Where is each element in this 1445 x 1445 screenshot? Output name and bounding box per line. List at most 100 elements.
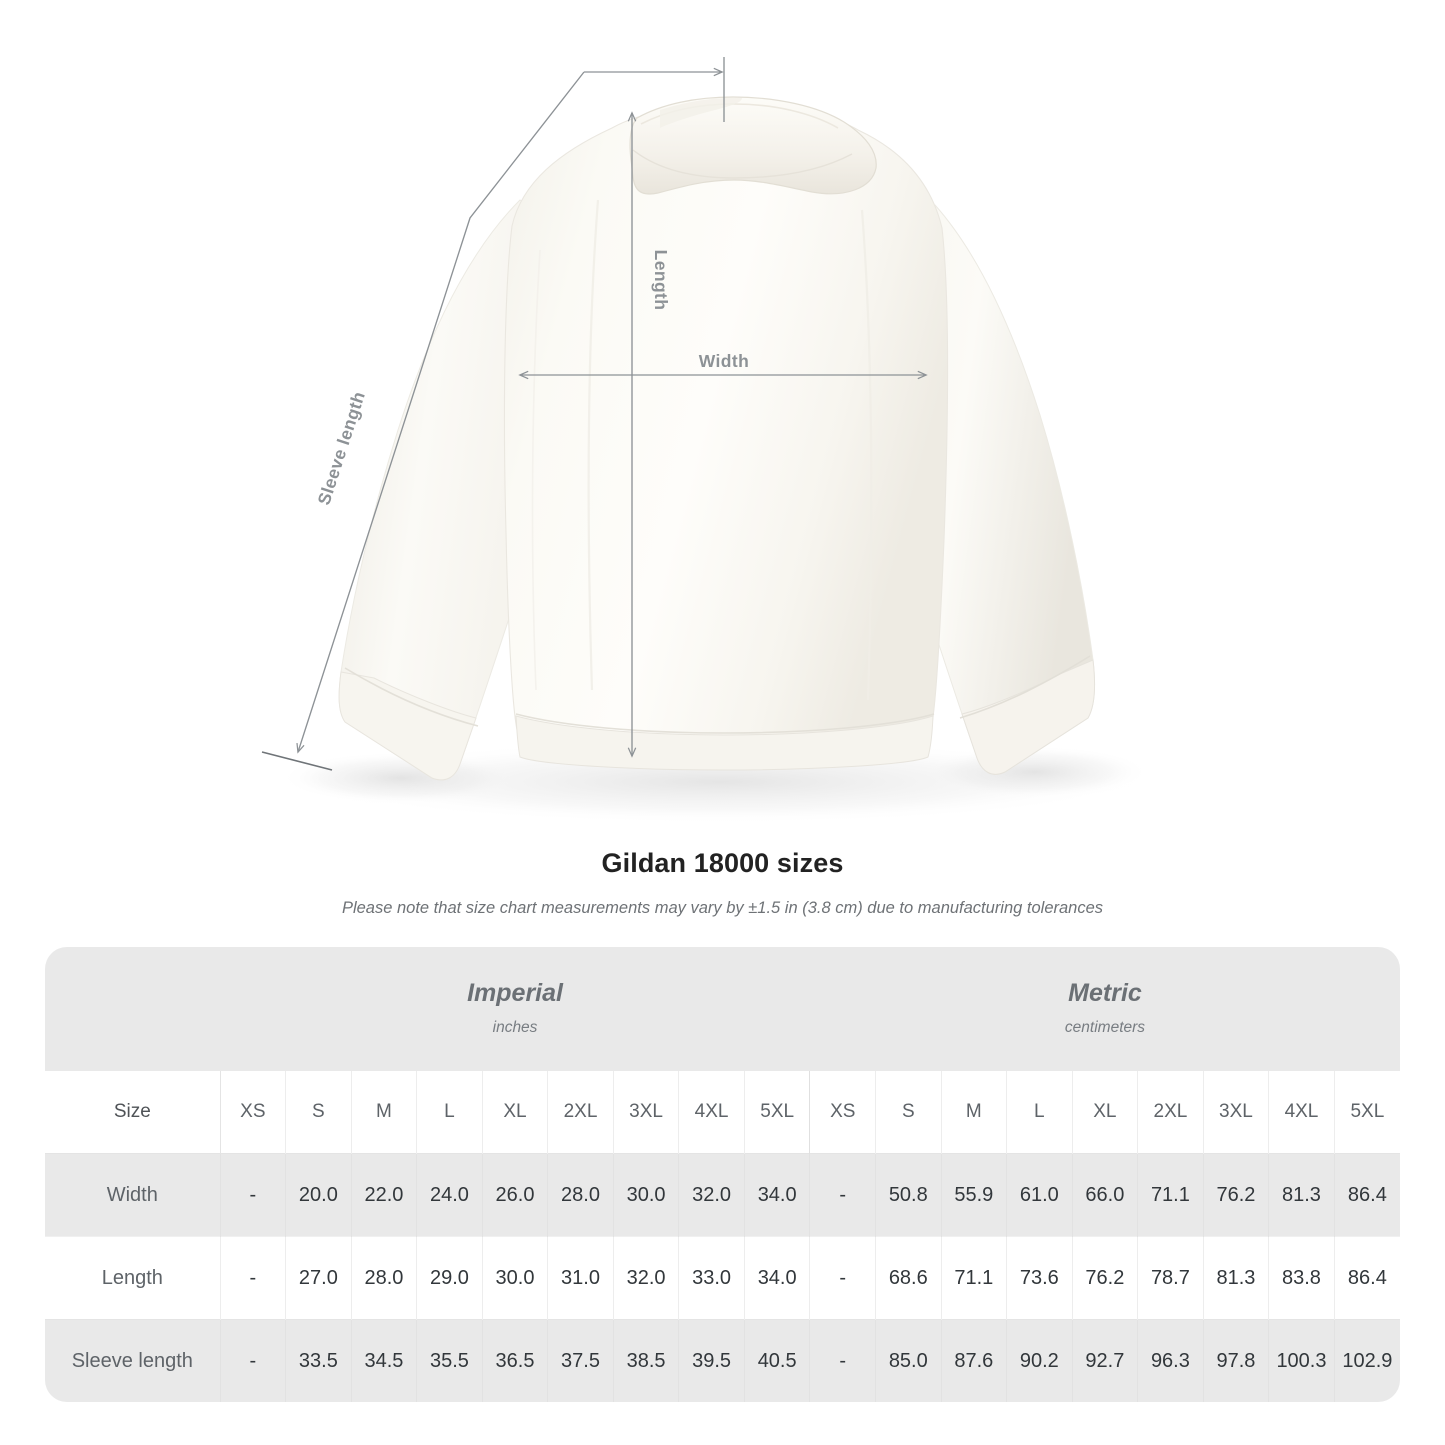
size-header-imperial-l: L bbox=[416, 1071, 483, 1154]
column-header-size: Size bbox=[45, 1071, 221, 1154]
cell-length-metric-3xl: 81.3 bbox=[1203, 1236, 1270, 1320]
size-header-imperial-2xl: 2XL bbox=[547, 1071, 614, 1154]
page-title: Gildan 18000 sizes bbox=[601, 848, 844, 878]
sweatshirt-body bbox=[503, 103, 949, 766]
size-header-imperial-xl: XL bbox=[482, 1071, 549, 1154]
row-label-length: Length bbox=[45, 1236, 221, 1320]
length-label: Length bbox=[651, 250, 671, 311]
size-header-imperial-m: M bbox=[351, 1071, 418, 1154]
size-header-metric-xs: XS bbox=[809, 1071, 877, 1154]
table-row: Width -20.0 22.0 24.0 26.0 28.0 30.0 32.0 34.0-5… bbox=[45, 1153, 1400, 1237]
cell-width-metric-s: 50.8 bbox=[875, 1153, 942, 1237]
garment-shadow bbox=[300, 740, 1140, 824]
cell-sleeve-length-imperial-s: 33.5 bbox=[285, 1319, 352, 1402]
cell-sleeve-length-imperial-4xl: 39.5 bbox=[678, 1319, 745, 1402]
width-measure: Width bbox=[518, 351, 928, 380]
size-header-metric-2xl: 2XL bbox=[1137, 1071, 1204, 1154]
cell-length-metric-4xl: 83.8 bbox=[1268, 1236, 1335, 1320]
unit-band-row: Imperial inches Metric centimeters bbox=[45, 947, 1400, 1071]
right-cuff bbox=[961, 659, 1096, 775]
cell-width-metric-4xl: 81.3 bbox=[1268, 1153, 1335, 1237]
cell-length-metric-l: 73.6 bbox=[1006, 1236, 1073, 1320]
size-chart-table: Imperial inches Metric centimeters Size XS S M L… bbox=[45, 947, 1400, 1402]
cell-width-metric-l: 61.0 bbox=[1006, 1153, 1073, 1237]
cell-sleeve-length-imperial-2xl: 37.5 bbox=[547, 1319, 614, 1402]
cell-width-imperial-m: 22.0 bbox=[351, 1153, 418, 1237]
cell-width-imperial-s: 20.0 bbox=[285, 1153, 352, 1237]
cell-width-imperial-xs: - bbox=[220, 1153, 287, 1237]
cell-length-metric-5xl: 86.4 bbox=[1334, 1236, 1400, 1320]
cell-sleeve-length-metric-5xl: 102.9 bbox=[1334, 1319, 1400, 1402]
size-header-metric-4xl: 4XL bbox=[1268, 1071, 1335, 1154]
bottom-hem bbox=[515, 715, 934, 771]
cell-width-imperial-4xl: 32.0 bbox=[678, 1153, 745, 1237]
right-sleeve-shadow bbox=[920, 746, 1150, 798]
cell-width-metric-xs: - bbox=[809, 1153, 877, 1237]
cell-sleeve-length-metric-xl: 92.7 bbox=[1072, 1319, 1139, 1402]
cell-length-imperial-4xl: 33.0 bbox=[678, 1236, 745, 1320]
cell-length-imperial-3xl: 32.0 bbox=[613, 1236, 680, 1320]
cell-length-metric-s: 68.6 bbox=[875, 1236, 942, 1320]
unit-sub-imperial: inches bbox=[492, 1019, 538, 1036]
cell-width-imperial-2xl: 28.0 bbox=[547, 1153, 614, 1237]
cell-length-imperial-2xl: 31.0 bbox=[547, 1236, 614, 1320]
cell-length-imperial-l: 29.0 bbox=[416, 1236, 483, 1320]
body-fold-right bbox=[860, 209, 873, 701]
body-fold-left bbox=[587, 199, 600, 691]
width-label: Width bbox=[699, 351, 749, 371]
length-measure: Length bbox=[627, 111, 671, 758]
cell-length-imperial-xs: - bbox=[220, 1236, 287, 1320]
title-block: Gildan 18000 sizes Please note that size… bbox=[0, 845, 1445, 919]
cell-sleeve-length-metric-4xl: 100.3 bbox=[1268, 1319, 1335, 1402]
garment-diagram-panel: Sleeve length Length Width bbox=[261, 57, 1150, 824]
cell-width-imperial-3xl: 30.0 bbox=[613, 1153, 680, 1237]
cell-sleeve-length-metric-2xl: 96.3 bbox=[1137, 1319, 1204, 1402]
unit-band-spacer bbox=[45, 947, 221, 1071]
size-header-metric-m: M bbox=[941, 1071, 1008, 1154]
right-cuff-seam bbox=[959, 655, 1091, 719]
collar-neck-opening bbox=[632, 149, 853, 179]
unit-band-imperial: Imperial inches bbox=[220, 947, 810, 1071]
size-header-row: Size XS S M L XL 2XL 3XL 4XL 5XL XS S M L XL 2XL 3XL 4XL 5… bbox=[45, 1071, 1400, 1154]
cell-length-imperial-5xl: 34.0 bbox=[744, 1236, 811, 1320]
size-header-metric-s: S bbox=[875, 1071, 942, 1154]
row-label-width: Width bbox=[45, 1153, 221, 1237]
cell-width-imperial-l: 24.0 bbox=[416, 1153, 483, 1237]
cell-sleeve-length-imperial-l: 35.5 bbox=[416, 1319, 483, 1402]
size-header-metric-3xl: 3XL bbox=[1203, 1071, 1270, 1154]
size-header-imperial-3xl: 3XL bbox=[613, 1071, 680, 1154]
unit-name-imperial: Imperial bbox=[467, 979, 563, 1007]
cell-sleeve-length-metric-m: 87.6 bbox=[941, 1319, 1008, 1402]
cell-width-metric-2xl: 71.1 bbox=[1137, 1153, 1204, 1237]
left-sleeve-shadow bbox=[280, 752, 520, 804]
size-chart-table-wrapper: Imperial inches Metric centimeters Size XS S M L… bbox=[45, 947, 1400, 1402]
collar-back bbox=[660, 97, 742, 128]
cell-width-metric-5xl: 86.4 bbox=[1334, 1153, 1400, 1237]
unit-sub-metric: centimeters bbox=[1064, 1019, 1146, 1036]
unit-band-metric: Metric centimeters bbox=[809, 947, 1400, 1071]
cell-sleeve-length-metric-xs: - bbox=[809, 1319, 877, 1402]
size-header-imperial-5xl: 5XL bbox=[744, 1071, 811, 1154]
size-header-metric-xl: XL bbox=[1072, 1071, 1139, 1154]
cell-sleeve-length-metric-l: 90.2 bbox=[1006, 1319, 1073, 1402]
left-cuff bbox=[338, 671, 477, 781]
page-subtitle: Please note that size chart measurements… bbox=[341, 899, 1104, 917]
cell-sleeve-length-imperial-3xl: 38.5 bbox=[613, 1319, 680, 1402]
hem-seam bbox=[515, 713, 935, 734]
body-fold-far-left bbox=[531, 249, 541, 691]
size-header-imperial-4xl: 4XL bbox=[678, 1071, 745, 1154]
cell-length-metric-xs: - bbox=[809, 1236, 877, 1320]
sleeve-length-line bbox=[296, 71, 585, 754]
cell-width-imperial-xl: 26.0 bbox=[482, 1153, 549, 1237]
cell-width-metric-xl: 66.0 bbox=[1072, 1153, 1139, 1237]
cell-length-imperial-xl: 30.0 bbox=[482, 1236, 549, 1320]
row-label-sleeve-length: Sleeve length bbox=[45, 1319, 221, 1402]
cell-sleeve-length-imperial-xl: 36.5 bbox=[482, 1319, 549, 1402]
size-header-metric-5xl: 5XL bbox=[1334, 1071, 1400, 1154]
cell-sleeve-length-metric-s: 85.0 bbox=[875, 1319, 942, 1402]
cell-width-metric-m: 55.9 bbox=[941, 1153, 1008, 1237]
sleeve-length-end-tick bbox=[261, 751, 333, 771]
cell-sleeve-length-metric-3xl: 97.8 bbox=[1203, 1319, 1270, 1402]
unit-name-metric: Metric bbox=[1068, 979, 1142, 1007]
table-row: Length -27.0 28.0 29.0 30.0 31.0 32.0 33.0 34.0-… bbox=[45, 1236, 1400, 1320]
